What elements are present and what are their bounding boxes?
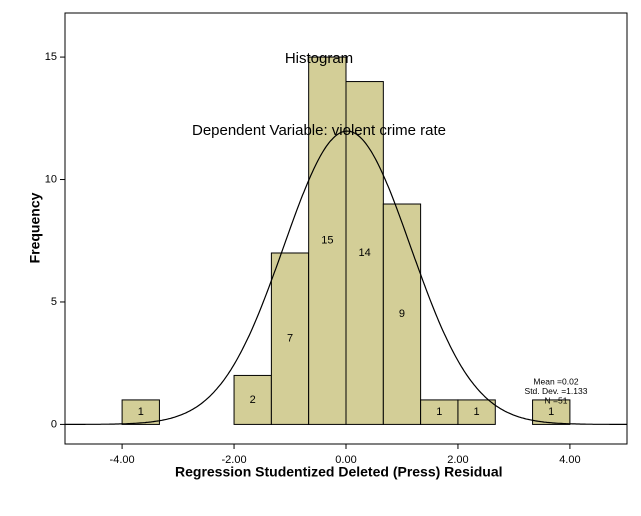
data-label: 1 bbox=[474, 406, 480, 418]
data-label: 14 bbox=[359, 247, 371, 259]
chart-subtitle: Dependent Variable: violent crime rate bbox=[192, 122, 446, 139]
x-tick-label: 0.00 bbox=[335, 454, 356, 466]
data-label: 2 bbox=[250, 394, 256, 406]
bar bbox=[233, 374, 272, 425]
y-tick-label: 5 bbox=[51, 296, 57, 308]
chart-title: Histogram bbox=[285, 50, 353, 67]
data-label: 7 bbox=[287, 333, 293, 345]
bar bbox=[382, 203, 422, 425]
stat-label: N =51 bbox=[545, 395, 568, 405]
y-tick-label: 15 bbox=[45, 51, 57, 63]
x-tick-label: 4.00 bbox=[559, 454, 580, 466]
x-tick-label: 2.00 bbox=[447, 454, 468, 466]
x-tick-label: -2.00 bbox=[222, 454, 247, 466]
bar bbox=[345, 81, 384, 425]
stat-label: Std. Dev. =1.133 bbox=[525, 386, 588, 396]
x-tick-label: -4.00 bbox=[110, 454, 135, 466]
data-label: 15 bbox=[321, 235, 333, 247]
bar bbox=[308, 56, 347, 425]
y-tick-label: 10 bbox=[45, 173, 57, 185]
data-label: 1 bbox=[436, 406, 442, 418]
x-axis-label: Regression Studentized Deleted (Press) R… bbox=[175, 464, 503, 480]
data-label: 9 bbox=[399, 308, 405, 320]
stat-label: Mean =0.02 bbox=[533, 376, 578, 386]
bar bbox=[270, 252, 310, 425]
y-tick-label: 0 bbox=[51, 418, 57, 430]
data-label: 1 bbox=[548, 406, 554, 418]
data-label: 1 bbox=[138, 406, 144, 418]
y-axis-label: Frequency bbox=[27, 192, 43, 263]
bar bbox=[532, 399, 571, 425]
bar bbox=[121, 399, 160, 425]
bar bbox=[457, 399, 496, 425]
normal-curve bbox=[65, 130, 627, 425]
